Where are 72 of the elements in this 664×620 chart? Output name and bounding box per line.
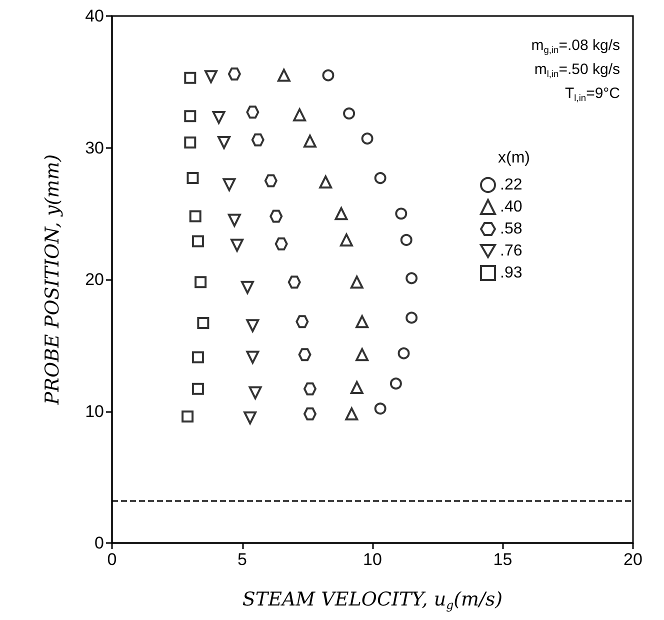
point [222, 178, 236, 192]
x-tick-label: 5 [238, 550, 247, 569]
point [356, 348, 369, 362]
point [218, 136, 231, 149]
point [230, 238, 244, 252]
legend-label: .93 [500, 264, 522, 282]
point [251, 133, 264, 146]
point [288, 276, 301, 289]
point [228, 67, 241, 80]
point [192, 235, 204, 248]
point [390, 378, 402, 390]
legend-title: x(m) [498, 150, 530, 166]
y-axis-title: PROBE POSITION, y(mm) [42, 154, 64, 406]
point [395, 208, 408, 220]
point [298, 348, 312, 362]
point [334, 207, 348, 220]
legend-label: .22 [500, 176, 522, 194]
point [184, 72, 196, 84]
point [361, 132, 374, 145]
point [374, 402, 386, 415]
point [228, 214, 241, 227]
point [277, 68, 290, 82]
point [182, 410, 194, 423]
point [400, 234, 412, 246]
x-tick-label: 20 [624, 550, 642, 569]
point [192, 382, 204, 395]
point [356, 315, 369, 328]
point [322, 69, 334, 82]
point [270, 210, 283, 223]
point [293, 108, 306, 122]
point [350, 276, 364, 289]
point [197, 316, 210, 329]
point [246, 106, 260, 119]
point [212, 110, 226, 124]
point [350, 381, 364, 394]
y-tick-label: 10 [85, 402, 104, 421]
point [274, 237, 288, 250]
point [204, 70, 218, 84]
legend-label: .40 [500, 198, 522, 216]
y-tick-label: 0 [94, 534, 104, 552]
x-tick-label: 15 [493, 550, 512, 569]
point [192, 351, 204, 364]
point [184, 110, 196, 122]
point [246, 319, 260, 332]
point [244, 411, 257, 424]
point [248, 386, 262, 400]
point [406, 312, 418, 324]
point [343, 107, 356, 120]
point [319, 176, 332, 189]
point [296, 315, 309, 328]
x-tick-label: 0 [107, 550, 117, 569]
legend-label: .58 [500, 220, 522, 238]
y-tick-label: 20 [85, 270, 104, 289]
point [184, 136, 196, 148]
point [374, 172, 386, 184]
point [189, 210, 202, 222]
point [406, 272, 418, 284]
point [194, 276, 207, 288]
point [340, 233, 353, 246]
point [345, 407, 358, 420]
point [303, 407, 316, 420]
x-tick-label: 10 [363, 550, 382, 569]
point [398, 347, 410, 360]
point [186, 172, 199, 184]
y-tick-label: 30 [85, 138, 104, 158]
point [303, 382, 316, 396]
point [303, 134, 316, 148]
point [264, 174, 278, 188]
point [240, 280, 254, 294]
y-tick-label: 40 [85, 6, 104, 26]
point [246, 350, 260, 364]
legend-label: .76 [500, 242, 522, 260]
